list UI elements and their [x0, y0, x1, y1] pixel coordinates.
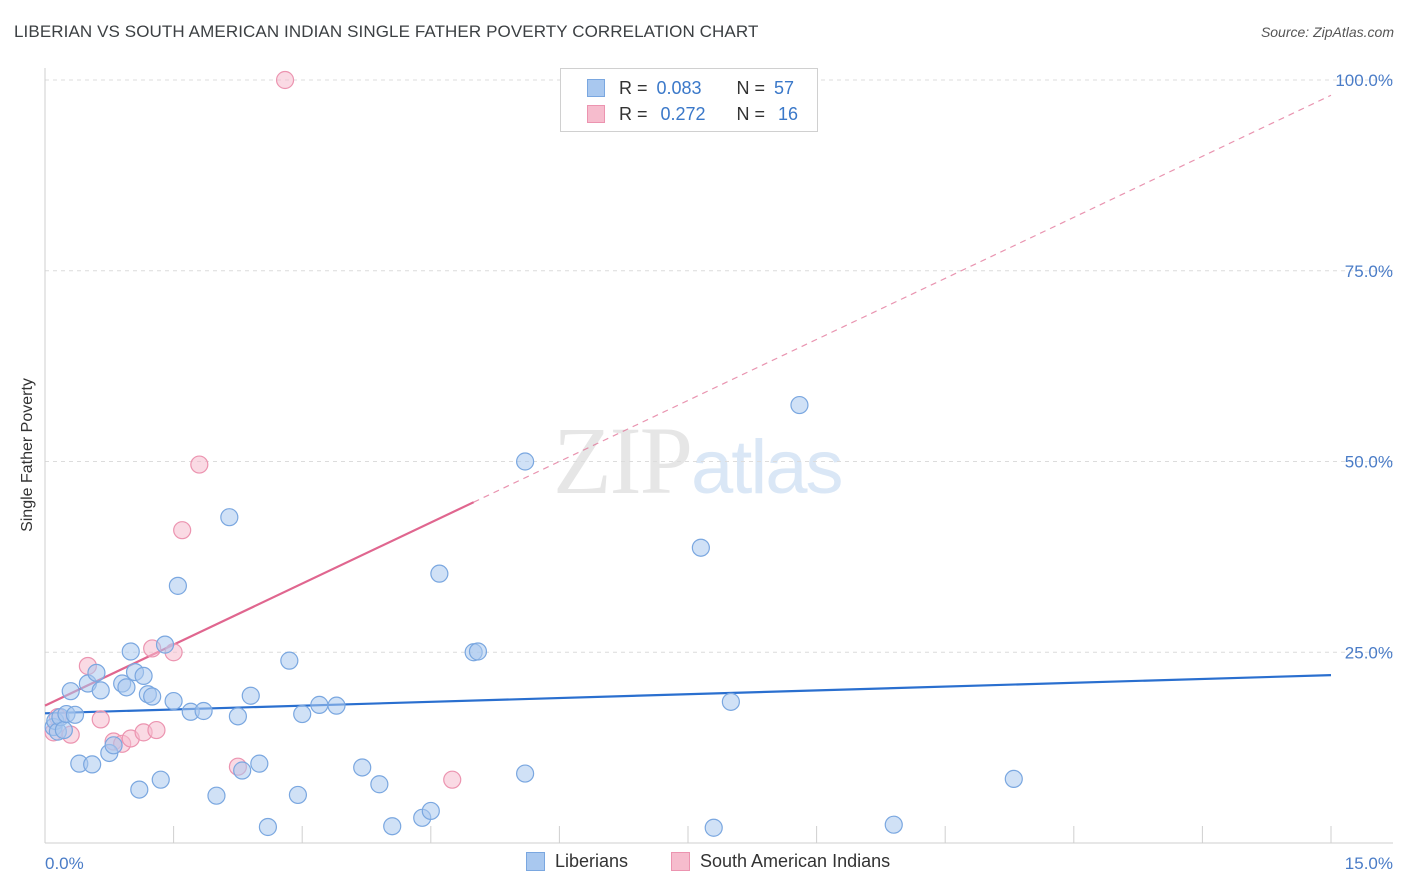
data-point-liberians — [250, 754, 269, 773]
data-point-liberians — [91, 681, 110, 700]
data-point-liberians — [143, 687, 162, 706]
legend-swatch-blue — [526, 852, 545, 871]
trend-line-south-american-indians — [44, 501, 475, 707]
axes — [44, 68, 1393, 844]
trend-lines — [44, 94, 1332, 715]
data-point-liberians — [134, 666, 153, 686]
tick-labels: 25.0% 50.0% 75.0% 100.0% 0.0% 15.0% — [45, 71, 1393, 873]
data-point-liberians — [516, 452, 535, 471]
y-tick-label: 75.0% — [1345, 262, 1393, 281]
data-point-liberians — [258, 817, 278, 837]
legend-swatch-pink — [671, 852, 690, 871]
legend-r-value: 0.272 — [660, 103, 706, 124]
data-point-liberians — [168, 576, 187, 595]
data-points — [44, 70, 1023, 837]
legend-n-label: N = — [736, 77, 766, 98]
data-point-liberians — [288, 785, 308, 805]
legend-r-label: R = — [619, 103, 648, 124]
y-tick-label: 50.0% — [1345, 453, 1393, 472]
data-point-liberians — [65, 705, 85, 724]
data-point-south-american-indians — [173, 521, 192, 540]
data-point-liberians — [83, 755, 102, 774]
legend-n-value: 57 — [774, 77, 795, 98]
legend-n-value: 16 — [778, 103, 799, 124]
legend-row-south-american-indians: R = 0.272 N = 16 — [587, 102, 798, 126]
data-point-liberians — [241, 686, 260, 705]
data-point-liberians — [104, 736, 123, 755]
data-point-south-american-indians — [147, 720, 166, 740]
data-point-liberians — [516, 764, 535, 783]
data-point-liberians — [228, 707, 247, 726]
data-point-south-american-indians — [275, 70, 295, 90]
legend-r-value: 0.083 — [656, 77, 702, 98]
data-point-liberians — [233, 761, 252, 780]
data-point-liberians — [691, 538, 710, 557]
data-point-liberians — [87, 663, 106, 682]
data-point-liberians — [1004, 769, 1023, 789]
legend-n-label: N = — [736, 103, 766, 124]
data-point-liberians — [155, 635, 175, 654]
data-point-liberians — [421, 801, 440, 821]
source-label: Source: ZipAtlas.com — [1260, 24, 1394, 40]
data-point-liberians — [130, 780, 149, 799]
data-point-liberians — [280, 651, 299, 670]
data-point-liberians — [220, 508, 239, 527]
legend-stats: R = 0.083 N = 57 R = 0.272 N = 16 — [560, 68, 818, 132]
legend-series: Liberians South American Indians — [0, 851, 1406, 877]
data-point-liberians — [293, 704, 312, 724]
data-point-liberians — [121, 642, 140, 661]
data-point-liberians — [790, 395, 809, 415]
y-tick-label: 100.0% — [1335, 71, 1393, 90]
data-point-south-american-indians — [190, 455, 209, 474]
data-point-liberians — [310, 695, 329, 714]
data-point-liberians — [151, 770, 170, 789]
watermark: ZIPatlas — [553, 405, 844, 516]
data-point-south-american-indians — [443, 770, 462, 789]
watermark-atlas: atlas — [691, 425, 844, 510]
chart-title: LIBERIAN VS SOUTH AMERICAN INDIAN SINGLE… — [14, 22, 759, 41]
data-point-liberians — [54, 720, 73, 740]
watermark-zip: ZIP — [553, 407, 693, 514]
data-point-liberians — [117, 678, 136, 697]
grid-lines — [45, 79, 1393, 653]
data-point-south-american-indians — [91, 710, 110, 729]
data-point-liberians — [353, 758, 372, 777]
data-point-liberians — [327, 696, 346, 715]
data-point-liberians — [704, 818, 723, 837]
legend-swatch-blue — [587, 79, 605, 97]
data-point-liberians — [721, 692, 740, 711]
legend-label-south-american-indians: South American Indians — [700, 851, 891, 871]
legend-item-liberians: Liberians — [526, 851, 628, 872]
legend-r-label: R = — [619, 77, 648, 98]
data-point-liberians — [194, 701, 213, 721]
legend-item-south-american-indians: South American Indians — [671, 851, 890, 872]
x-tick-label: 0.0% — [45, 854, 84, 873]
data-point-liberians — [383, 817, 402, 836]
data-point-liberians — [61, 682, 80, 701]
legend-row-liberians: R = 0.083 N = 57 — [587, 76, 794, 100]
trend-line-south-american-indians-projection — [473, 94, 1332, 503]
data-point-liberians — [370, 775, 389, 794]
data-point-liberians — [468, 642, 488, 661]
data-point-liberians — [884, 815, 903, 834]
data-point-liberians — [207, 786, 226, 805]
data-point-liberians — [164, 691, 183, 711]
y-tick-label: 25.0% — [1345, 643, 1393, 662]
legend-swatch-pink — [587, 105, 605, 123]
trend-line-liberians — [44, 674, 1332, 715]
legend-label-liberians: Liberians — [555, 851, 629, 871]
x-tick-label: 15.0% — [1345, 854, 1393, 873]
data-point-liberians — [430, 564, 449, 583]
